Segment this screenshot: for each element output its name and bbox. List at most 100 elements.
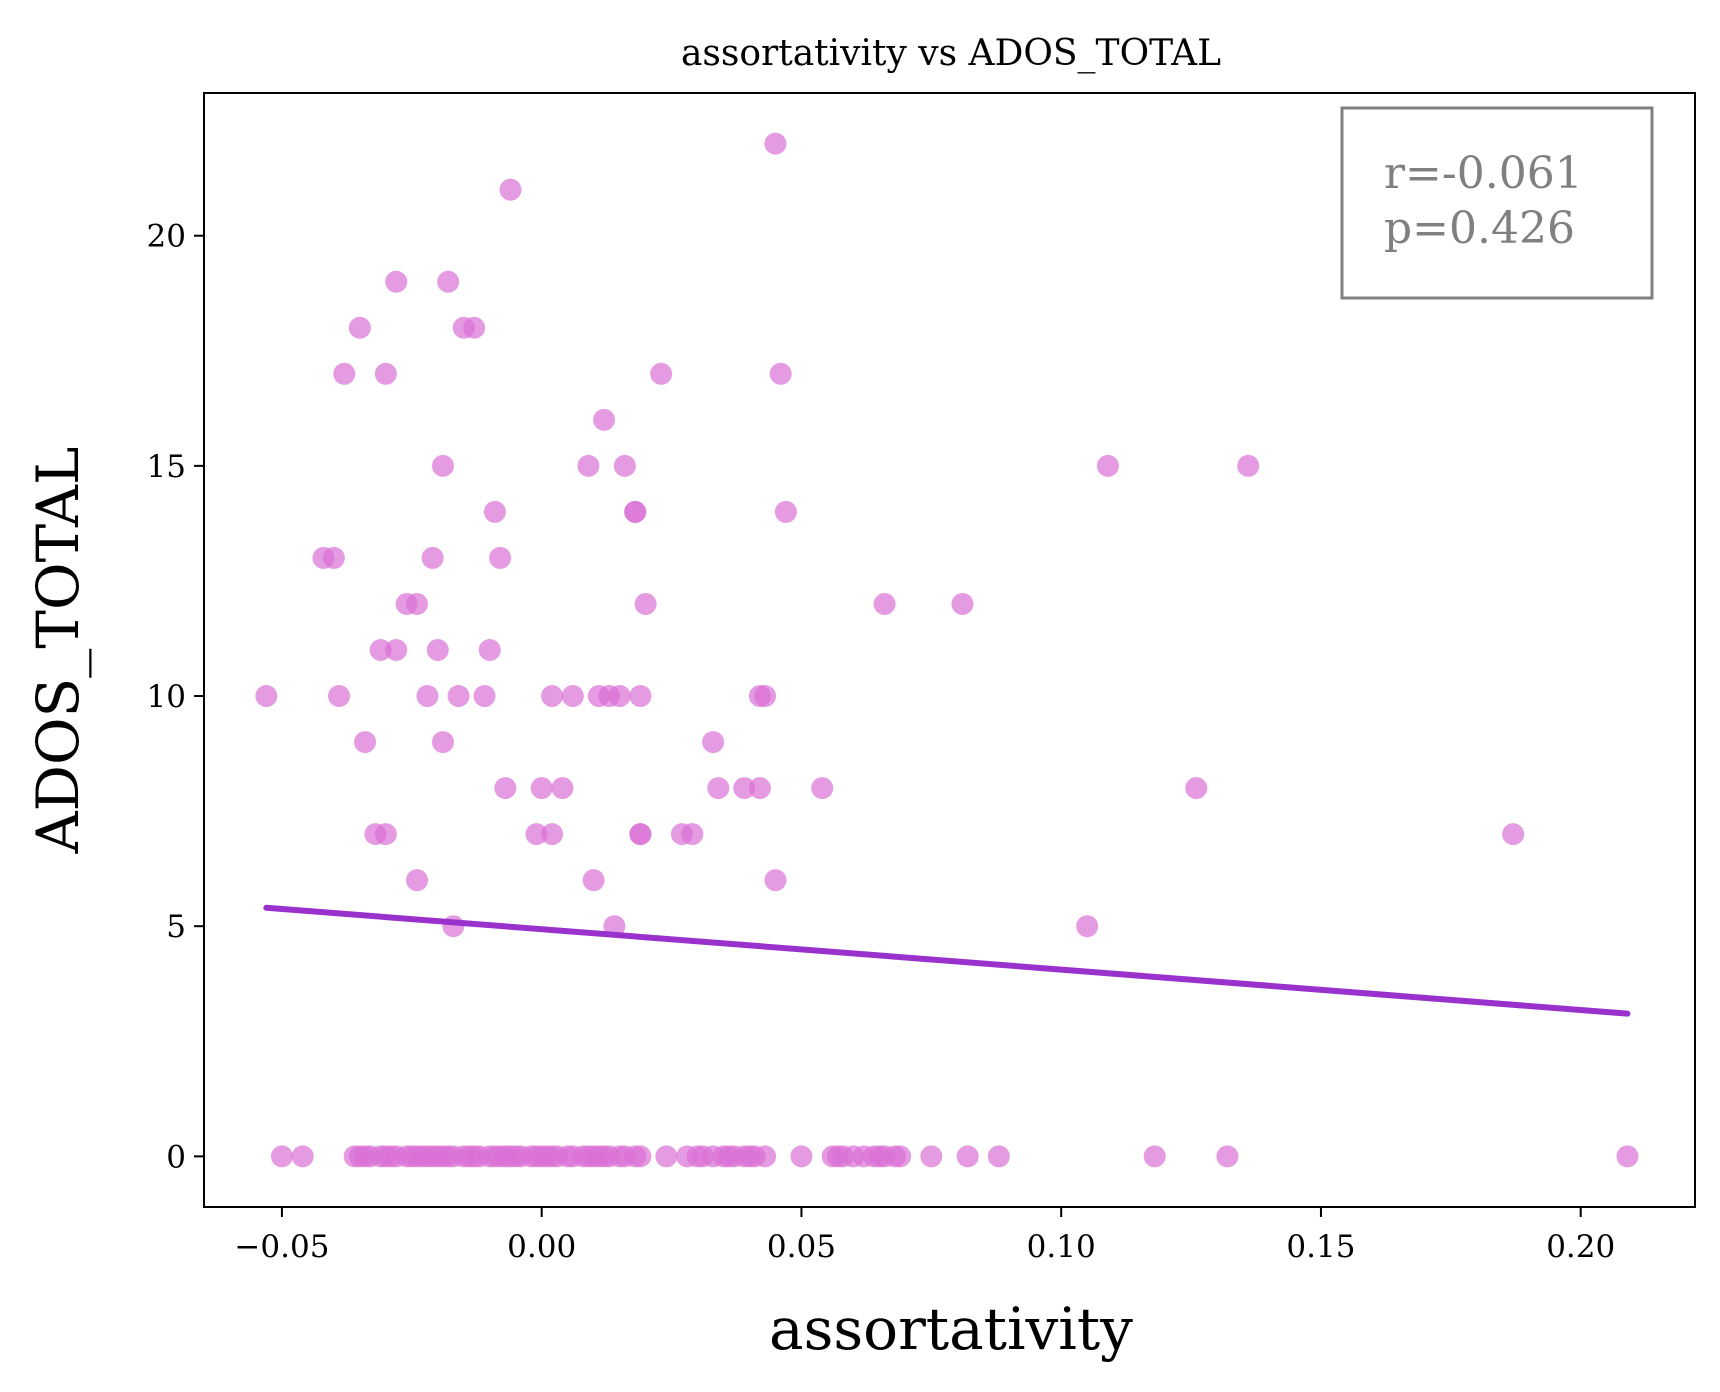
scatter-point-27 — [478, 639, 501, 661]
scatter-point-10 — [385, 639, 408, 661]
x-tick-label: −0.05 — [234, 1229, 329, 1265]
regression-line — [263, 904, 1631, 1017]
scatter-point-29 — [489, 546, 512, 569]
scatter-point-18 — [426, 639, 449, 661]
scatter-point-54 — [681, 823, 704, 846]
scatter-point-60 — [748, 777, 771, 800]
scatter-point-3 — [333, 362, 356, 385]
scatter-point-122 — [655, 1145, 678, 1168]
scatter-point-51 — [634, 592, 657, 615]
plot-frame — [203, 92, 1696, 1208]
scatter-point-45 — [613, 454, 636, 477]
scatter-point-146 — [956, 1145, 979, 1168]
scatter-point-30 — [494, 777, 517, 800]
scatter-point-6 — [354, 731, 377, 754]
scatter-point-36 — [551, 777, 574, 800]
y-axis-label: ADOS_TOTAL — [24, 447, 92, 855]
scatter-point-149 — [1216, 1145, 1239, 1168]
stats-annotation: r=-0.061 p=0.426 — [1340, 106, 1654, 300]
scatter-point-64 — [774, 500, 797, 523]
scatter-point-71 — [1237, 454, 1260, 477]
scatter-point-23 — [442, 915, 465, 938]
y-tick-label: 0 — [166, 1139, 186, 1175]
scatter-point-56 — [707, 777, 730, 800]
regression-layer — [263, 904, 1631, 1017]
scatter-point-25 — [463, 316, 486, 339]
scatter-point-73 — [270, 1145, 293, 1168]
scatter-point-65 — [811, 777, 834, 800]
scatter-point-49 — [629, 823, 652, 846]
x-tick-label: 0.00 — [507, 1229, 576, 1265]
scatter-point-35 — [541, 685, 564, 708]
scatter-point-61 — [764, 132, 787, 155]
scatter-point-52 — [650, 362, 673, 385]
scatter-point-41 — [593, 408, 616, 431]
scatter-point-16 — [416, 685, 439, 708]
y-tick-label: 10 — [147, 679, 186, 715]
scatter-point-68 — [1076, 915, 1099, 938]
x-tick-label: 0.15 — [1286, 1229, 1355, 1265]
scatter-point-31 — [499, 178, 522, 201]
scatter-point-47 — [624, 500, 647, 523]
scatter-point-20 — [431, 731, 454, 754]
annotation-r: r=-0.061 — [1384, 148, 1583, 199]
scatter-point-21 — [437, 270, 460, 293]
y-tick-label: 20 — [147, 219, 186, 255]
scatter-point-5 — [348, 316, 371, 339]
x-axis-label: assortativity — [769, 1295, 1133, 1363]
scatter-point-67 — [951, 592, 974, 615]
annotation-p: p=0.426 — [1384, 203, 1575, 254]
scatter-point-9 — [369, 639, 392, 661]
scatter-point-2 — [322, 546, 345, 569]
scatter-point-14 — [406, 592, 428, 615]
scatter-point-74 — [291, 1145, 314, 1168]
scatter-point-145 — [920, 1145, 943, 1168]
scatter-point-34 — [541, 823, 564, 846]
scatter-point-134 — [790, 1145, 813, 1168]
x-tick-label: 0.05 — [767, 1229, 836, 1265]
y-tick-label: 15 — [147, 449, 186, 485]
scatter-point-144 — [889, 1145, 912, 1168]
scatter-point-44 — [608, 685, 631, 708]
scatter-point-148 — [1143, 1145, 1166, 1168]
scatter-point-33 — [530, 777, 553, 800]
scatter-point-37 — [561, 685, 584, 708]
scatter-point-59 — [754, 685, 777, 708]
scatter-point-50 — [629, 685, 652, 708]
scatter-point-22 — [447, 685, 470, 708]
scatter-point-150 — [1616, 1145, 1639, 1168]
chart-title: assortativity vs ADOS_TOTAL — [681, 33, 1221, 74]
scatter-point-11 — [374, 362, 397, 385]
scatter-point-28 — [483, 500, 506, 523]
scatter-point-38 — [577, 454, 600, 477]
scatter-point-147 — [987, 1145, 1010, 1168]
scatter-point-15 — [406, 869, 428, 892]
scatter-point-66 — [873, 592, 896, 615]
scatter-point-32 — [525, 823, 548, 846]
scatter-point-39 — [582, 869, 605, 892]
scatter-point-70 — [1185, 777, 1208, 800]
scatter-point-55 — [702, 731, 725, 754]
scatter-point-69 — [1096, 454, 1119, 477]
x-axis-ticks: −0.05 0.00 0.05 0.10 0.15 0.20 — [234, 1207, 1615, 1265]
x-tick-label: 0.10 — [1027, 1229, 1096, 1265]
scatter-point-12 — [385, 270, 408, 293]
scatter-point-121 — [629, 1145, 652, 1168]
scatter-point-17 — [421, 546, 444, 569]
scatter-point-57 — [733, 777, 756, 800]
x-tick-label: 0.20 — [1546, 1229, 1615, 1265]
annotation-box — [1340, 106, 1654, 300]
y-tick-label: 5 — [166, 909, 186, 945]
scatter-point-72 — [1502, 823, 1525, 846]
y-axis-ticks: 0 5 10 15 20 — [147, 219, 204, 1175]
scatter-point-133 — [754, 1145, 777, 1168]
points-layer — [255, 132, 1639, 1168]
scatter-point-19 — [431, 454, 454, 477]
scatter-point-26 — [473, 685, 496, 708]
scatter-point-4 — [328, 685, 351, 708]
scatter-point-0 — [255, 685, 278, 708]
scatter-point-63 — [769, 362, 792, 385]
scatter-point-8 — [374, 823, 397, 846]
scatter-point-62 — [764, 869, 787, 892]
